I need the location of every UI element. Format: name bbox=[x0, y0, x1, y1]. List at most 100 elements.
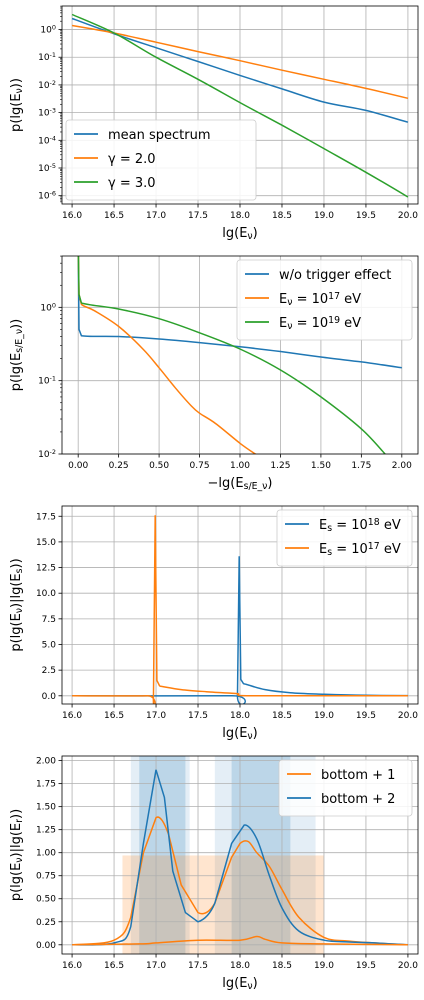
x-tick-label: 19.5 bbox=[356, 961, 376, 971]
x-tick-label: 16.0 bbox=[62, 211, 82, 221]
y-tick-label: 0.50 bbox=[36, 895, 56, 905]
legend-label: γ = 3.0 bbox=[108, 176, 156, 191]
y-tick-label: 10-3 bbox=[38, 107, 56, 119]
y-tick-label: 7.5 bbox=[42, 615, 56, 625]
x-tick-label: 0.75 bbox=[190, 461, 210, 471]
legend-label: Eν = 1019 eV bbox=[279, 315, 361, 332]
y-tick-label: 0.00 bbox=[36, 941, 56, 951]
x-tick-label: 2.00 bbox=[392, 461, 412, 471]
x-tick-label: 1.50 bbox=[311, 461, 331, 471]
y-tick-label: 1.50 bbox=[36, 803, 56, 813]
legend-box bbox=[65, 119, 257, 201]
chart-panel-4: 16.0 16.5 17.0 17.5 18.0 18.5 19.0 19.5 20.0 0.00… bbox=[9, 755, 419, 992]
legend-box bbox=[276, 509, 413, 567]
legend-label: Eν = 1017 eV bbox=[279, 291, 361, 308]
y-tick-label: 1.75 bbox=[36, 780, 56, 790]
x-tick-label: 18.0 bbox=[230, 711, 250, 721]
legend-label: bottom + 1 bbox=[321, 768, 395, 783]
x-tick-label: 16.0 bbox=[62, 961, 82, 971]
series-line-2 bbox=[71, 24, 409, 100]
x-tick-label: 1.25 bbox=[270, 461, 290, 471]
y-tick-label: 0.0 bbox=[42, 692, 57, 702]
legend-label: Es = 1017 eV bbox=[319, 541, 401, 558]
y-tick-label: 15.0 bbox=[36, 538, 56, 548]
x-tick-label: 16.5 bbox=[104, 711, 124, 721]
x-tick-label: 20.0 bbox=[398, 211, 418, 221]
y-tick-label: 10-4 bbox=[38, 135, 56, 147]
plot-frame bbox=[61, 755, 419, 955]
plot-frame bbox=[61, 5, 419, 205]
x-tick-label: 18.0 bbox=[230, 211, 250, 221]
x-tick-label: 0.25 bbox=[109, 461, 129, 471]
x-tick-label: 17.0 bbox=[146, 961, 166, 971]
y-tick-label: 12.5 bbox=[36, 564, 56, 574]
x-tick-label: 19.0 bbox=[314, 211, 334, 221]
legend: w/o trigger effect Eν = 1017 eV Eν = 1019 … bbox=[236, 259, 413, 341]
x-tick-label: 0.00 bbox=[68, 461, 88, 471]
x-tick-label: 18.0 bbox=[230, 961, 250, 971]
plot-frame bbox=[61, 255, 419, 455]
x-tick-label: 17.0 bbox=[146, 211, 166, 221]
legend-label: mean spectrum bbox=[108, 128, 211, 143]
x-tick-label: 16.5 bbox=[104, 211, 124, 221]
x-tick-label: 17.0 bbox=[146, 711, 166, 721]
y-tick-label: 1.00 bbox=[36, 849, 56, 859]
y-tick-label: 10-2 bbox=[38, 79, 56, 91]
y-tick-label: 1.25 bbox=[36, 826, 56, 836]
series-line-2 bbox=[72, 769, 408, 946]
y-tick-label: 10-6 bbox=[38, 190, 56, 202]
y-tick-label: 10-2 bbox=[38, 448, 56, 460]
x-tick-label: 16.5 bbox=[104, 961, 124, 971]
series-line-1 bbox=[77, 256, 402, 369]
x-tick-label: 17.5 bbox=[188, 211, 208, 221]
y-tick-label: 10.0 bbox=[36, 589, 56, 599]
x-tick-label: 20.0 bbox=[398, 961, 418, 971]
legend: bottom + 1 bottom + 2 bbox=[278, 759, 413, 817]
x-tick-label: 19.0 bbox=[314, 711, 334, 721]
legend-box bbox=[278, 759, 413, 817]
chart-panel-2: 0.00 0.25 0.50 0.75 1.00 1.25 1.50 1.75 2.00 100 1… bbox=[9, 255, 419, 492]
chart-panel-1: 16.0 16.5 17.0 17.5 18.0 18.5 19.0 19.5 20.0 100 1… bbox=[9, 5, 419, 242]
y-tick-label: 17.5 bbox=[36, 512, 56, 522]
y-axis-label: p(lg(Es/E_ν)) bbox=[9, 319, 25, 391]
y-tick-label: 100 bbox=[40, 302, 56, 314]
y-tick-label: 10-1 bbox=[38, 375, 56, 387]
x-tick-label: 1.00 bbox=[230, 461, 250, 471]
series-line-3 bbox=[72, 935, 408, 946]
legend-label: w/o trigger effect bbox=[279, 268, 391, 283]
legend-label: Es = 1018 eV bbox=[319, 517, 401, 534]
x-tick-label: 18.5 bbox=[272, 211, 292, 221]
y-tick-label: 100 bbox=[40, 24, 56, 36]
y-tick-label: 2.5 bbox=[42, 666, 56, 676]
y-axis-label: p(lg(Eν)) bbox=[9, 78, 25, 132]
x-tick-label: 18.5 bbox=[272, 961, 292, 971]
legend-box bbox=[236, 259, 413, 341]
y-axis-label: p(lg(Eν)|lg(Es)) bbox=[9, 558, 25, 651]
legend: mean spectrum γ = 2.0 γ = 3.0 bbox=[65, 119, 257, 201]
x-axis-label: lg(Eν) bbox=[222, 726, 257, 742]
x-tick-label: 18.5 bbox=[272, 711, 292, 721]
legend-label: bottom + 2 bbox=[321, 792, 395, 807]
chart-panel-3: 16.0 16.5 17.0 17.5 18.0 18.5 19.0 19.5 20.0 0.0 2… bbox=[9, 505, 419, 742]
x-tick-label: 17.5 bbox=[188, 711, 208, 721]
legend: Es = 1018 eV Es = 1017 eV bbox=[276, 509, 413, 567]
series-line-3 bbox=[71, 13, 409, 198]
x-axis-label: −lg(Es/E_ν) bbox=[208, 476, 273, 492]
x-tick-label: 0.50 bbox=[149, 461, 169, 471]
series-line-3 bbox=[77, 256, 387, 454]
x-axis-label: lg(Eν) bbox=[222, 226, 257, 242]
series-group bbox=[71, 13, 409, 198]
x-tick-label: 1.75 bbox=[351, 461, 371, 471]
x-tick-label: 19.0 bbox=[314, 961, 334, 971]
band-5 bbox=[122, 855, 324, 954]
y-tick-label: 10-1 bbox=[38, 52, 56, 64]
y-tick-label: 5.0 bbox=[42, 640, 57, 650]
y-tick-label: 0.25 bbox=[36, 918, 56, 928]
series-group bbox=[72, 769, 408, 946]
series-line-1 bbox=[72, 816, 408, 946]
y-axis-label: p(lg(Eν)|lg(Er)) bbox=[9, 809, 25, 901]
plot-frame bbox=[61, 505, 419, 705]
band-1 bbox=[130, 756, 190, 954]
x-tick-label: 19.5 bbox=[356, 711, 376, 721]
